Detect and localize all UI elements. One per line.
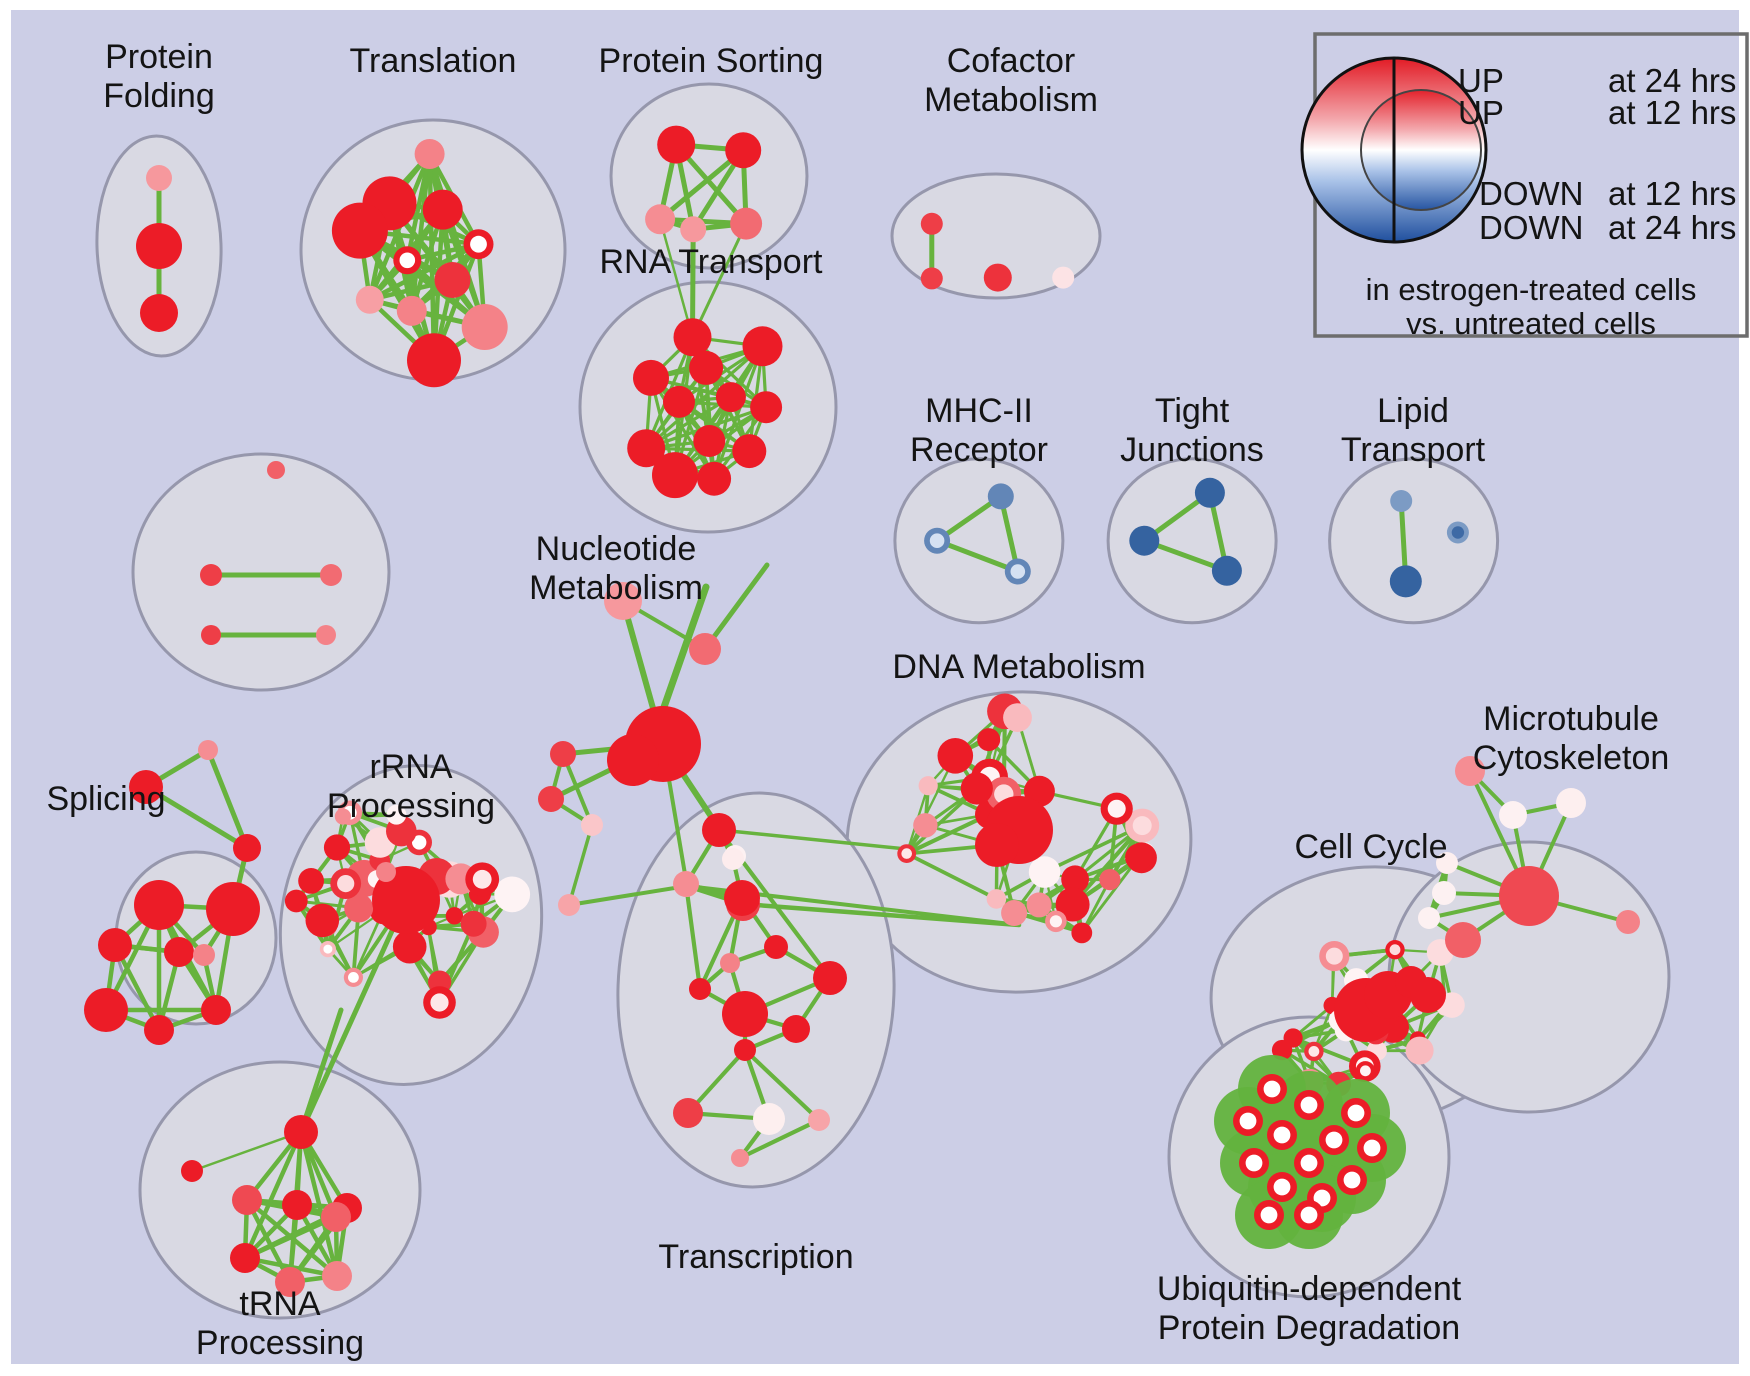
svg-text:at 12 hrs: at 12 hrs (1608, 94, 1736, 131)
svg-text:DOWN: DOWN (1479, 209, 1583, 246)
svg-text:Transcription: Transcription (658, 1238, 853, 1276)
svg-text:at 12 hrs: at 12 hrs (1608, 175, 1736, 212)
svg-text:RNA Transport: RNA Transport (600, 243, 824, 281)
svg-text:Protein Sorting: Protein Sorting (599, 42, 824, 80)
svg-text:Translation: Translation (350, 42, 517, 80)
svg-text:in estrogen-treated cells: in estrogen-treated cells (1366, 272, 1697, 307)
svg-text:DOWN: DOWN (1479, 175, 1583, 212)
svg-text:UP: UP (1458, 94, 1504, 131)
svg-text:vs. untreated cells: vs. untreated cells (1406, 306, 1656, 341)
svg-text:Cell Cycle: Cell Cycle (1294, 828, 1447, 866)
svg-text:at 24 hrs: at 24 hrs (1608, 209, 1736, 246)
svg-text:DNA Metabolism: DNA Metabolism (892, 648, 1145, 686)
svg-text:Splicing: Splicing (46, 780, 165, 818)
